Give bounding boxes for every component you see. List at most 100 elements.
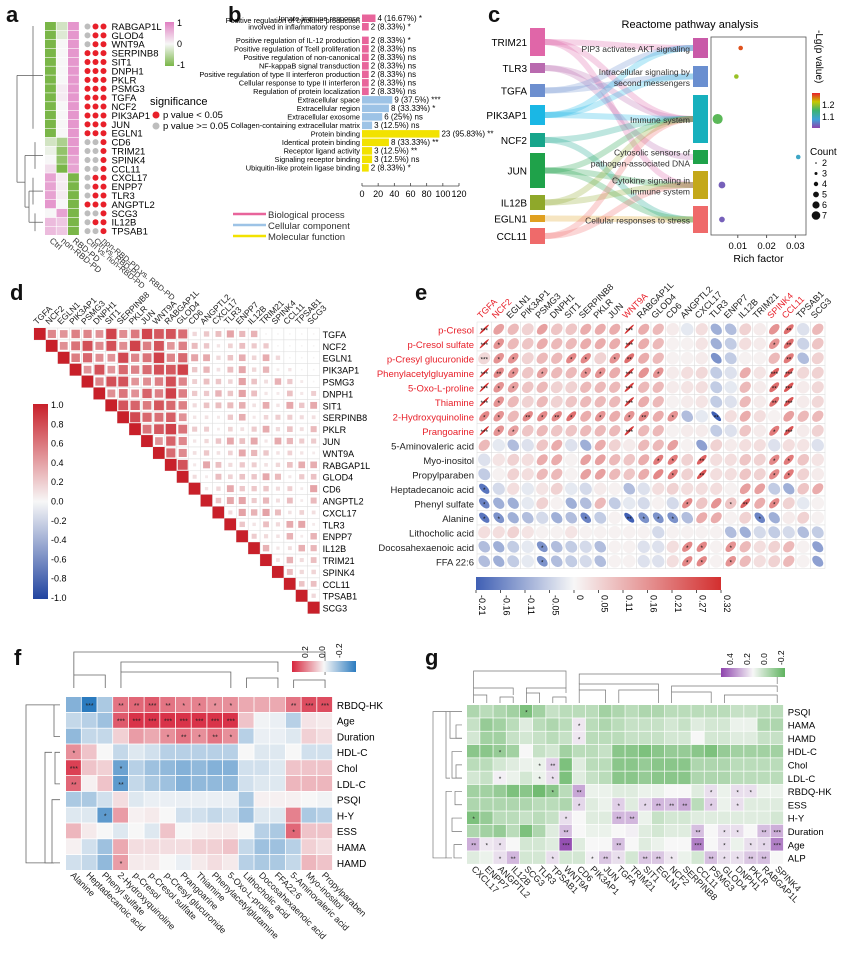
correlation-ellipse	[796, 554, 810, 568]
correlation-square	[274, 473, 281, 480]
correlation-ellipse	[638, 411, 649, 422]
correlation-square	[275, 486, 280, 491]
heatmap-cell	[254, 823, 270, 839]
bar-category-label: Receptor ligand activity	[284, 147, 361, 156]
significance-stars: *	[599, 371, 602, 378]
correlation-ellipse	[507, 468, 520, 481]
heatmap-cell	[68, 217, 79, 227]
significance-stars: **	[699, 472, 705, 479]
correlation-square	[215, 331, 222, 337]
significance-dot	[100, 32, 107, 39]
row-label: SIT1	[323, 401, 342, 411]
row-label: TLR3	[323, 520, 345, 530]
heatmap-cell	[223, 744, 238, 760]
row-label: RABGAP1L	[112, 22, 162, 33]
correlation-ellipse	[768, 555, 781, 568]
correlation-ellipse	[565, 497, 577, 509]
heatmap-cell	[270, 839, 285, 855]
heatmap-cell	[533, 758, 546, 771]
row-label: JUN	[323, 437, 341, 447]
significance-stars: *	[657, 516, 660, 523]
heatmap-cell	[691, 744, 704, 758]
correlation-ellipse	[536, 381, 548, 393]
bar-value-label: 2 (8.33%) *	[371, 36, 411, 45]
correlation-square	[153, 447, 165, 459]
correlation-square	[118, 400, 129, 411]
heatmap-cell	[467, 718, 480, 731]
row-label: Alanine	[442, 514, 474, 525]
correlation-square	[83, 329, 92, 339]
heatmap-cell	[757, 824, 770, 838]
heatmap-cell	[678, 705, 691, 718]
correlation-ellipse	[580, 381, 592, 393]
legend-label: p value >= 0.05	[163, 121, 229, 132]
heatmap-cell	[45, 119, 56, 129]
significance-dot	[92, 219, 99, 226]
correlation-square	[264, 463, 268, 467]
correlation-ellipse	[609, 425, 621, 437]
heatmap-cell	[599, 851, 612, 864]
heatmap-cell	[533, 838, 546, 851]
heatmap-cell	[519, 851, 533, 864]
panel-label-d: d	[10, 280, 23, 305]
heatmap-cell	[45, 57, 56, 66]
heatmap-cell	[612, 758, 625, 771]
sankey-gene-label: TRIM21	[491, 38, 527, 49]
correlation-square	[82, 340, 93, 351]
correlation-ellipse	[479, 324, 489, 334]
heatmap-cell	[546, 784, 559, 798]
significance-stars: *	[599, 414, 602, 421]
correlation-ellipse	[551, 352, 563, 364]
correlation-ellipse	[551, 468, 563, 480]
correlation-ellipse	[638, 512, 650, 524]
correlation-square	[93, 387, 106, 400]
correlation-ellipse	[753, 366, 766, 379]
heatmap-cell	[285, 760, 301, 776]
correlation-ellipse	[783, 338, 794, 349]
significance-dot	[92, 112, 99, 119]
bar-value-label: 6 (25%) ns	[384, 113, 423, 122]
heatmap-cell	[546, 744, 559, 758]
significance-stars: ***	[164, 719, 172, 726]
plot-frame	[710, 36, 807, 236]
heatmap-cell	[651, 811, 665, 824]
colorbar-tick: 0.27	[698, 595, 708, 613]
significance-stars: *	[723, 856, 726, 863]
correlation-ellipse	[783, 396, 794, 407]
heatmap-cell	[506, 811, 520, 824]
heatmap-cell	[45, 48, 56, 57]
correlation-square	[251, 449, 258, 457]
row-label: HAMD	[337, 859, 366, 870]
heatmap-cell	[301, 712, 317, 728]
heatmap-cell	[480, 731, 493, 745]
heatmap-cell	[599, 718, 612, 731]
significance-stars: *	[525, 710, 528, 717]
correlation-ellipse	[696, 439, 708, 451]
significance-stars: *	[512, 429, 515, 436]
row-label: JUN	[112, 120, 131, 131]
heatmap-cell	[238, 744, 254, 760]
heatmap-cell	[744, 838, 757, 851]
heatmap-cell	[717, 798, 731, 811]
sankey-link	[544, 116, 694, 143]
correlation-ellipse	[667, 439, 679, 451]
heatmap-cell	[612, 824, 625, 838]
heatmap-cell	[97, 823, 113, 839]
heatmap-cell	[191, 839, 207, 855]
heatmap-cell	[625, 744, 638, 758]
heatmap-cell	[585, 758, 599, 771]
significance-stars: ***	[625, 429, 633, 436]
significance-dot	[92, 192, 99, 199]
row-label: ENPP7	[323, 532, 353, 542]
correlation-ellipse	[536, 482, 549, 495]
correlation-square	[238, 449, 246, 457]
heatmap-cell	[493, 758, 506, 771]
heatmap-cell	[585, 771, 599, 785]
heatmap-cell	[301, 744, 317, 760]
colorbar-tick: -0.8	[51, 574, 67, 584]
correlation-square	[216, 486, 221, 491]
legend-label: Biological process	[268, 210, 345, 221]
significance-stars: ***	[480, 342, 488, 349]
heatmap-cell	[559, 798, 572, 811]
bar	[362, 62, 369, 70]
